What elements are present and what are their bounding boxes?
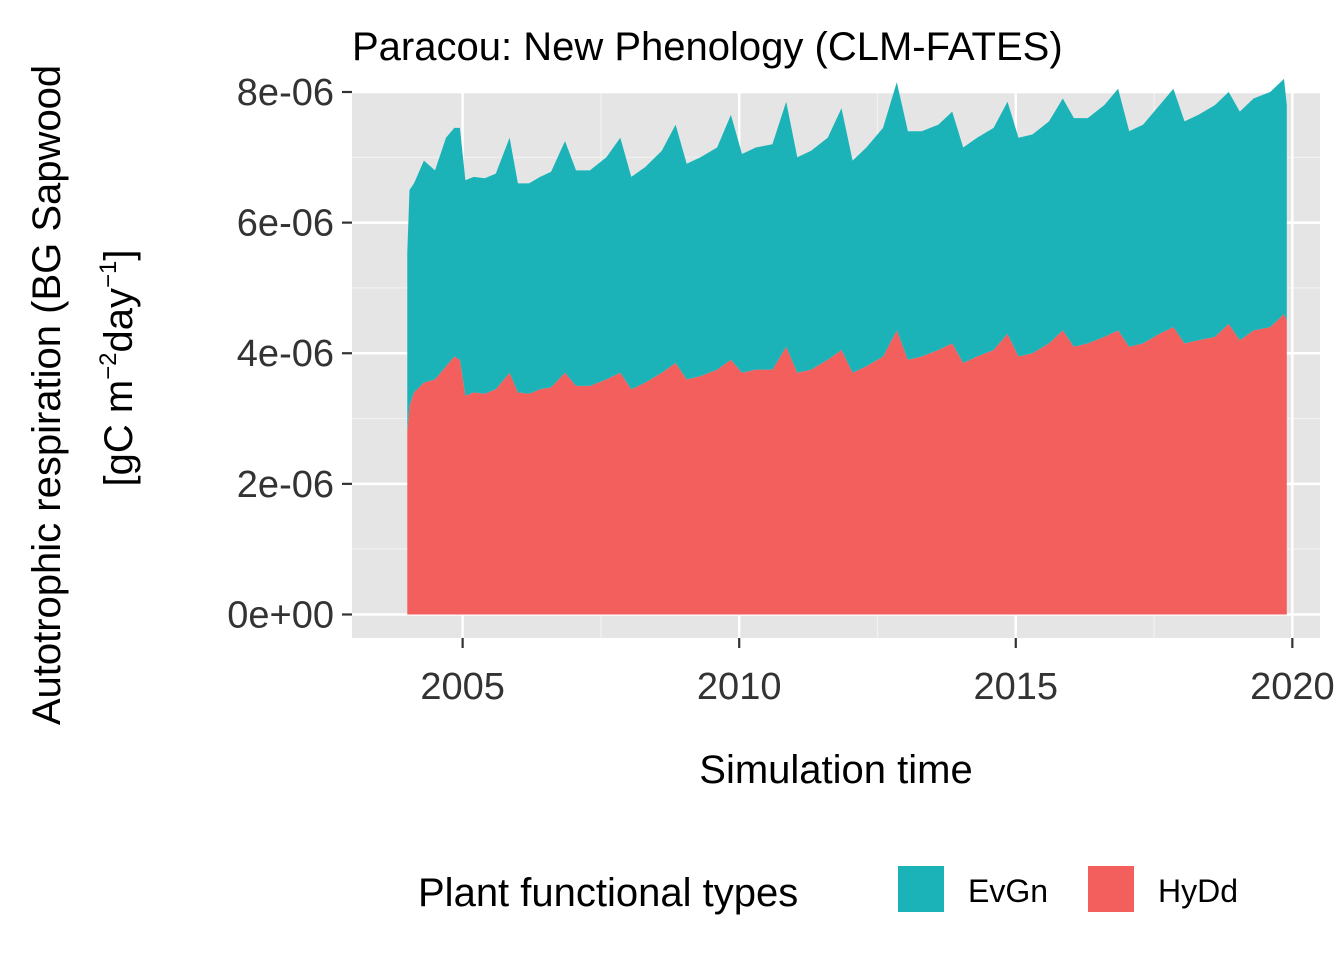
y-tick-label: 2e-06 — [237, 464, 334, 506]
x-axis-title: Simulation time — [699, 748, 972, 792]
legend-label-hydd: HyDd — [1158, 873, 1238, 909]
y-axis-units: [gC m−2day−1] — [95, 249, 141, 486]
legend-key-hydd — [1088, 866, 1134, 912]
legend-title: Plant functional types — [418, 871, 798, 915]
area-series-evgn — [407, 78, 1287, 432]
y-tick-label: 6e-06 — [237, 203, 334, 245]
legend: Plant functional types EvGn HyDd — [418, 866, 1238, 915]
chart-title: Paracou: New Phenology (CLM-FATES) — [352, 25, 1063, 69]
legend-label-evgn: EvGn — [968, 873, 1048, 909]
x-tick-label: 2020 — [1250, 666, 1335, 708]
y-axis-title-line1: Autotrophic respiration (BG Sapwood — [25, 65, 69, 725]
x-tick-labels: 2005 2010 2015 2020 — [420, 666, 1334, 708]
x-tick-label: 2010 — [697, 666, 782, 708]
y-tick-label: 8e-06 — [237, 72, 334, 114]
y-tick-label: 4e-06 — [237, 333, 334, 375]
area-series-hydd — [407, 314, 1287, 615]
y-axis-title-line2: [gC m−2day−1] — [95, 249, 141, 486]
legend-key-evgn — [898, 866, 944, 912]
x-tick-label: 2005 — [420, 666, 505, 708]
axis-ticks — [342, 90, 1294, 648]
y-tick-label: 0e+00 — [227, 594, 334, 636]
y-axis-title: Autotrophic respiration (BG Sapwood — [25, 65, 69, 725]
stacked-areas — [407, 78, 1287, 615]
y-tick-labels: 0e+00 2e-06 4e-06 6e-06 8e-06 — [227, 72, 334, 636]
x-tick-label: 2015 — [973, 666, 1058, 708]
